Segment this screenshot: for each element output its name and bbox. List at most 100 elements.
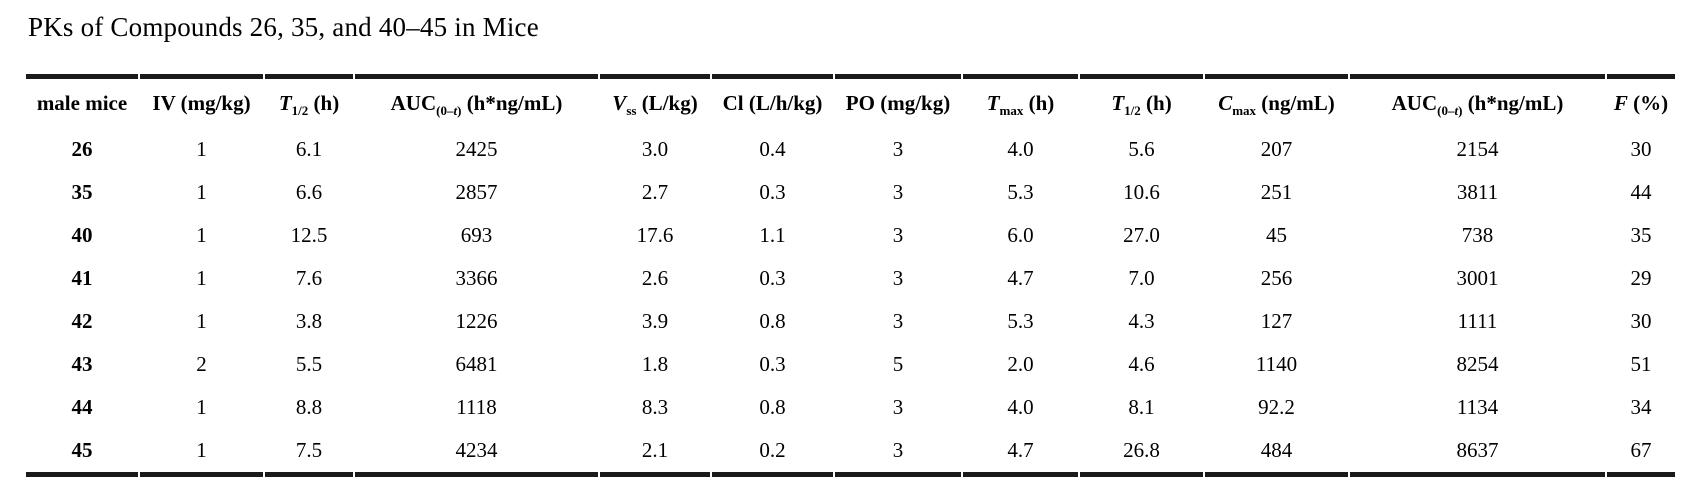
- value-cell-iv-t-half: 5.5: [295, 352, 323, 376]
- value-cell-iv-auc: 1118: [456, 395, 497, 419]
- value-cell-cl: 1.1: [759, 223, 786, 247]
- col-header-vss: Vss (L/kg): [600, 74, 710, 128]
- col-header-cl: Cl (L/h/kg): [712, 74, 833, 128]
- compound-cell: 40: [71, 223, 93, 247]
- value-cell-f-percent: 34: [1630, 395, 1652, 419]
- col-header-po-dose: PO (mg/kg): [835, 74, 961, 128]
- table-row-42: 42 1 3.8 1226 3.9 0.8 3 5.3 4.3 127 1111 30: [26, 300, 1675, 343]
- value-cell-iv-dose: 1: [140, 429, 263, 477]
- value-cell-vss: 2.7: [641, 180, 669, 204]
- value-cell-po-auc: 3811: [1456, 180, 1499, 204]
- value-cell-po-t-half: 26.8: [1080, 429, 1203, 477]
- value-cell-cmax: 251: [1260, 180, 1293, 204]
- value-cell-vss: 1.8: [641, 352, 669, 376]
- page-title: PKs of Compounds 26, 35, and 40–45 in Mi…: [28, 12, 539, 42]
- col-header-tmax: Tmax (h): [963, 74, 1078, 128]
- value-cell-f-percent: 30: [1630, 309, 1652, 333]
- value-cell-po-t-half: 5.6: [1128, 137, 1155, 161]
- value-cell-po-auc: 3001: [1456, 266, 1499, 290]
- value-cell-po-t-half: 10.6: [1123, 180, 1160, 204]
- value-cell-cl: 0.4: [759, 137, 786, 161]
- compound-cell: 35: [71, 180, 93, 204]
- value-cell-iv-dose: 1: [196, 180, 207, 204]
- value-cell-iv-auc: 1226: [455, 309, 498, 333]
- value-cell-po-auc: 8637: [1350, 429, 1605, 477]
- value-cell-iv-dose: 1: [196, 309, 207, 333]
- value-cell-po-t-half: 7.0: [1128, 266, 1155, 290]
- compound-cell: 44: [71, 395, 93, 419]
- value-cell-po-auc: 8254: [1456, 352, 1499, 376]
- value-cell-iv-dose: 1: [196, 395, 207, 419]
- value-cell-cmax: 256: [1260, 266, 1293, 290]
- value-cell-po-dose: 3: [892, 223, 904, 247]
- value-cell-f-percent: 44: [1630, 180, 1652, 204]
- header-row: male mice IV (mg/kg) T1/2 (h) AUC(0–t) (h*n…: [26, 74, 1675, 128]
- value-cell-po-t-half: 27.0: [1123, 223, 1160, 247]
- col-header-po-t-half: T1/2 (h): [1080, 74, 1203, 128]
- value-cell-cl: 0.3: [759, 266, 786, 290]
- value-cell-tmax: 6.0: [1007, 223, 1034, 247]
- table-body: 26 1 6.1 2425 3.0 0.4 3 4.0 5.6 207 2154 30 35 1 6.6 28…: [26, 128, 1675, 477]
- value-cell-cl: 0.8: [759, 395, 786, 419]
- value-cell-iv-t-half: 12.5: [290, 223, 328, 247]
- value-cell-po-auc: 2154: [1456, 137, 1499, 161]
- value-cell-tmax: 2.0: [1007, 352, 1034, 376]
- value-cell-iv-auc: 6481: [455, 352, 498, 376]
- value-cell-cl: 0.2: [712, 429, 833, 477]
- value-cell-iv-dose: 1: [196, 266, 207, 290]
- value-cell-cmax: 207: [1260, 137, 1293, 161]
- value-cell-iv-dose: 1: [196, 137, 207, 161]
- value-cell-vss: 2.6: [641, 266, 669, 290]
- value-cell-po-dose: 3: [892, 137, 904, 161]
- value-cell-vss: 8.3: [641, 395, 669, 419]
- value-cell-tmax: 4.7: [1007, 266, 1034, 290]
- value-cell-po-dose: 5: [892, 352, 904, 376]
- value-cell-cl: 0.8: [759, 309, 786, 333]
- value-cell-po-auc: 1134: [1456, 395, 1499, 419]
- value-cell-f-percent: 35: [1630, 223, 1652, 247]
- value-cell-po-t-half: 4.3: [1128, 309, 1155, 333]
- value-cell-iv-auc: 2425: [455, 137, 498, 161]
- value-cell-f-percent: 29: [1630, 266, 1652, 290]
- value-cell-iv-t-half: 7.6: [295, 266, 323, 290]
- value-cell-vss: 17.6: [636, 223, 674, 247]
- compound-cell: 43: [71, 352, 93, 376]
- value-cell-cmax: 127: [1260, 309, 1293, 333]
- value-cell-f-percent: 30: [1630, 137, 1652, 161]
- value-cell-po-dose: 3: [892, 309, 904, 333]
- table-row-41: 41 1 7.6 3366 2.6 0.3 3 4.7 7.0 256 3001 29: [26, 257, 1675, 300]
- value-cell-cmax: 45: [1266, 223, 1287, 247]
- col-header-male-mice: male mice: [26, 74, 138, 128]
- table-row-26: 26 1 6.1 2425 3.0 0.4 3 4.0 5.6 207 2154 30: [26, 128, 1675, 171]
- value-cell-iv-auc: 2857: [455, 180, 498, 204]
- value-cell-tmax: 5.3: [1007, 180, 1034, 204]
- value-cell-iv-t-half: 7.5: [265, 429, 353, 477]
- value-cell-po-auc: 1111: [1457, 309, 1498, 333]
- col-header-iv-auc: AUC(0–t) (h*ng/mL): [355, 74, 598, 128]
- value-cell-vss: 3.9: [641, 309, 669, 333]
- value-cell-tmax: 4.7: [963, 429, 1078, 477]
- value-cell-po-auc: 738: [1461, 223, 1494, 247]
- value-cell-po-dose: 3: [892, 395, 904, 419]
- value-cell-iv-t-half: 6.6: [295, 180, 323, 204]
- table-header: male mice IV (mg/kg) T1/2 (h) AUC(0–t) (h*n…: [26, 74, 1675, 128]
- table-row-35: 35 1 6.6 2857 2.7 0.3 3 5.3 10.6 251 3811 44: [26, 171, 1675, 214]
- table-row-45: 45 1 7.5 4234 2.1 0.2 3 4.7 26.8 484 8637 67: [26, 429, 1675, 477]
- value-cell-po-dose: 3: [892, 180, 904, 204]
- table-row-44: 44 1 8.8 1118 8.3 0.8 3 4.0 8.1 92.2 1134 34: [26, 386, 1675, 429]
- value-cell-iv-t-half: 8.8: [295, 395, 323, 419]
- compound-cell: 45: [26, 429, 138, 477]
- value-cell-iv-dose: 2: [196, 352, 207, 376]
- value-cell-iv-t-half: 3.8: [295, 309, 323, 333]
- value-cell-cmax: 484: [1205, 429, 1348, 477]
- value-cell-iv-t-half: 6.1: [295, 137, 323, 161]
- value-cell-iv-auc: 4234: [355, 429, 598, 477]
- value-cell-cmax: 92.2: [1258, 395, 1295, 419]
- value-cell-tmax: 4.0: [1007, 395, 1034, 419]
- value-cell-cl: 0.3: [759, 180, 786, 204]
- table-row-40: 40 1 12.5 693 17.6 1.1 3 6.0 27.0 45 738 35: [26, 214, 1675, 257]
- compound-cell: 26: [71, 137, 93, 161]
- compound-cell: 42: [71, 309, 93, 333]
- pk-table: male mice IV (mg/kg) T1/2 (h) AUC(0–t) (h*n…: [24, 74, 1677, 477]
- value-cell-vss: 2.1: [600, 429, 710, 477]
